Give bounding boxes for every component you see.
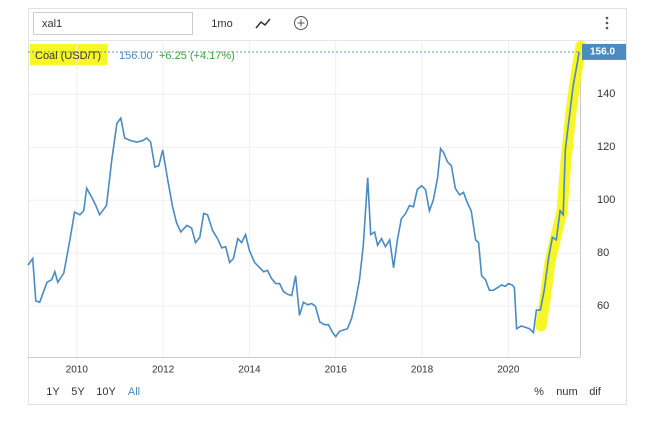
y-tick-label: 140 (597, 88, 615, 100)
widget-frame (28, 8, 627, 405)
compare-plus (297, 19, 305, 27)
search-text: xal1 (42, 18, 62, 30)
x-tick-label: 2020 (497, 365, 520, 376)
legend-name: Coal (USD/T) (35, 50, 101, 62)
range-button[interactable]: 5Y (71, 386, 85, 398)
range-button[interactable]: All (128, 386, 140, 398)
menu-icon[interactable] (605, 16, 609, 30)
y-tick-label: 80 (597, 247, 609, 259)
chart-type-icon[interactable] (255, 18, 271, 29)
y-tick-label: 120 (597, 141, 615, 153)
x-tick-label: 2012 (152, 365, 175, 376)
x-tick-label: 2018 (411, 365, 434, 376)
bottom-bar: 1Y 5Y 10Y All% num dif (46, 386, 601, 398)
y-tick-label: 100 (597, 194, 615, 206)
legend-price: 156.00 (119, 50, 153, 62)
compare-icon[interactable] (294, 16, 308, 30)
x-tick-label: 2016 (325, 365, 348, 376)
x-tick-label: 2014 (238, 365, 261, 376)
mode-button[interactable]: % (534, 386, 544, 398)
highlight (30, 44, 107, 65)
range-button[interactable]: 1Y (46, 386, 60, 398)
last-value-box (582, 43, 626, 60)
range-button[interactable]: 10Y (96, 386, 116, 398)
x-tick-label: 2010 (66, 365, 89, 376)
y-tick-label: 60 (597, 300, 609, 312)
legend-change: +6.25 (+4.17%) (159, 50, 235, 62)
search-box[interactable] (33, 12, 193, 35)
mode-button[interactable]: num (556, 386, 577, 398)
last-value-label: 156.0 (590, 47, 615, 58)
interval-button[interactable]: 1mo (211, 18, 232, 30)
mode-button[interactable]: dif (589, 386, 602, 398)
price-line (27, 51, 580, 338)
plot: 60 80 100 120 140 2010 2012 2014 2016 2018 2020 156… (27, 40, 626, 376)
